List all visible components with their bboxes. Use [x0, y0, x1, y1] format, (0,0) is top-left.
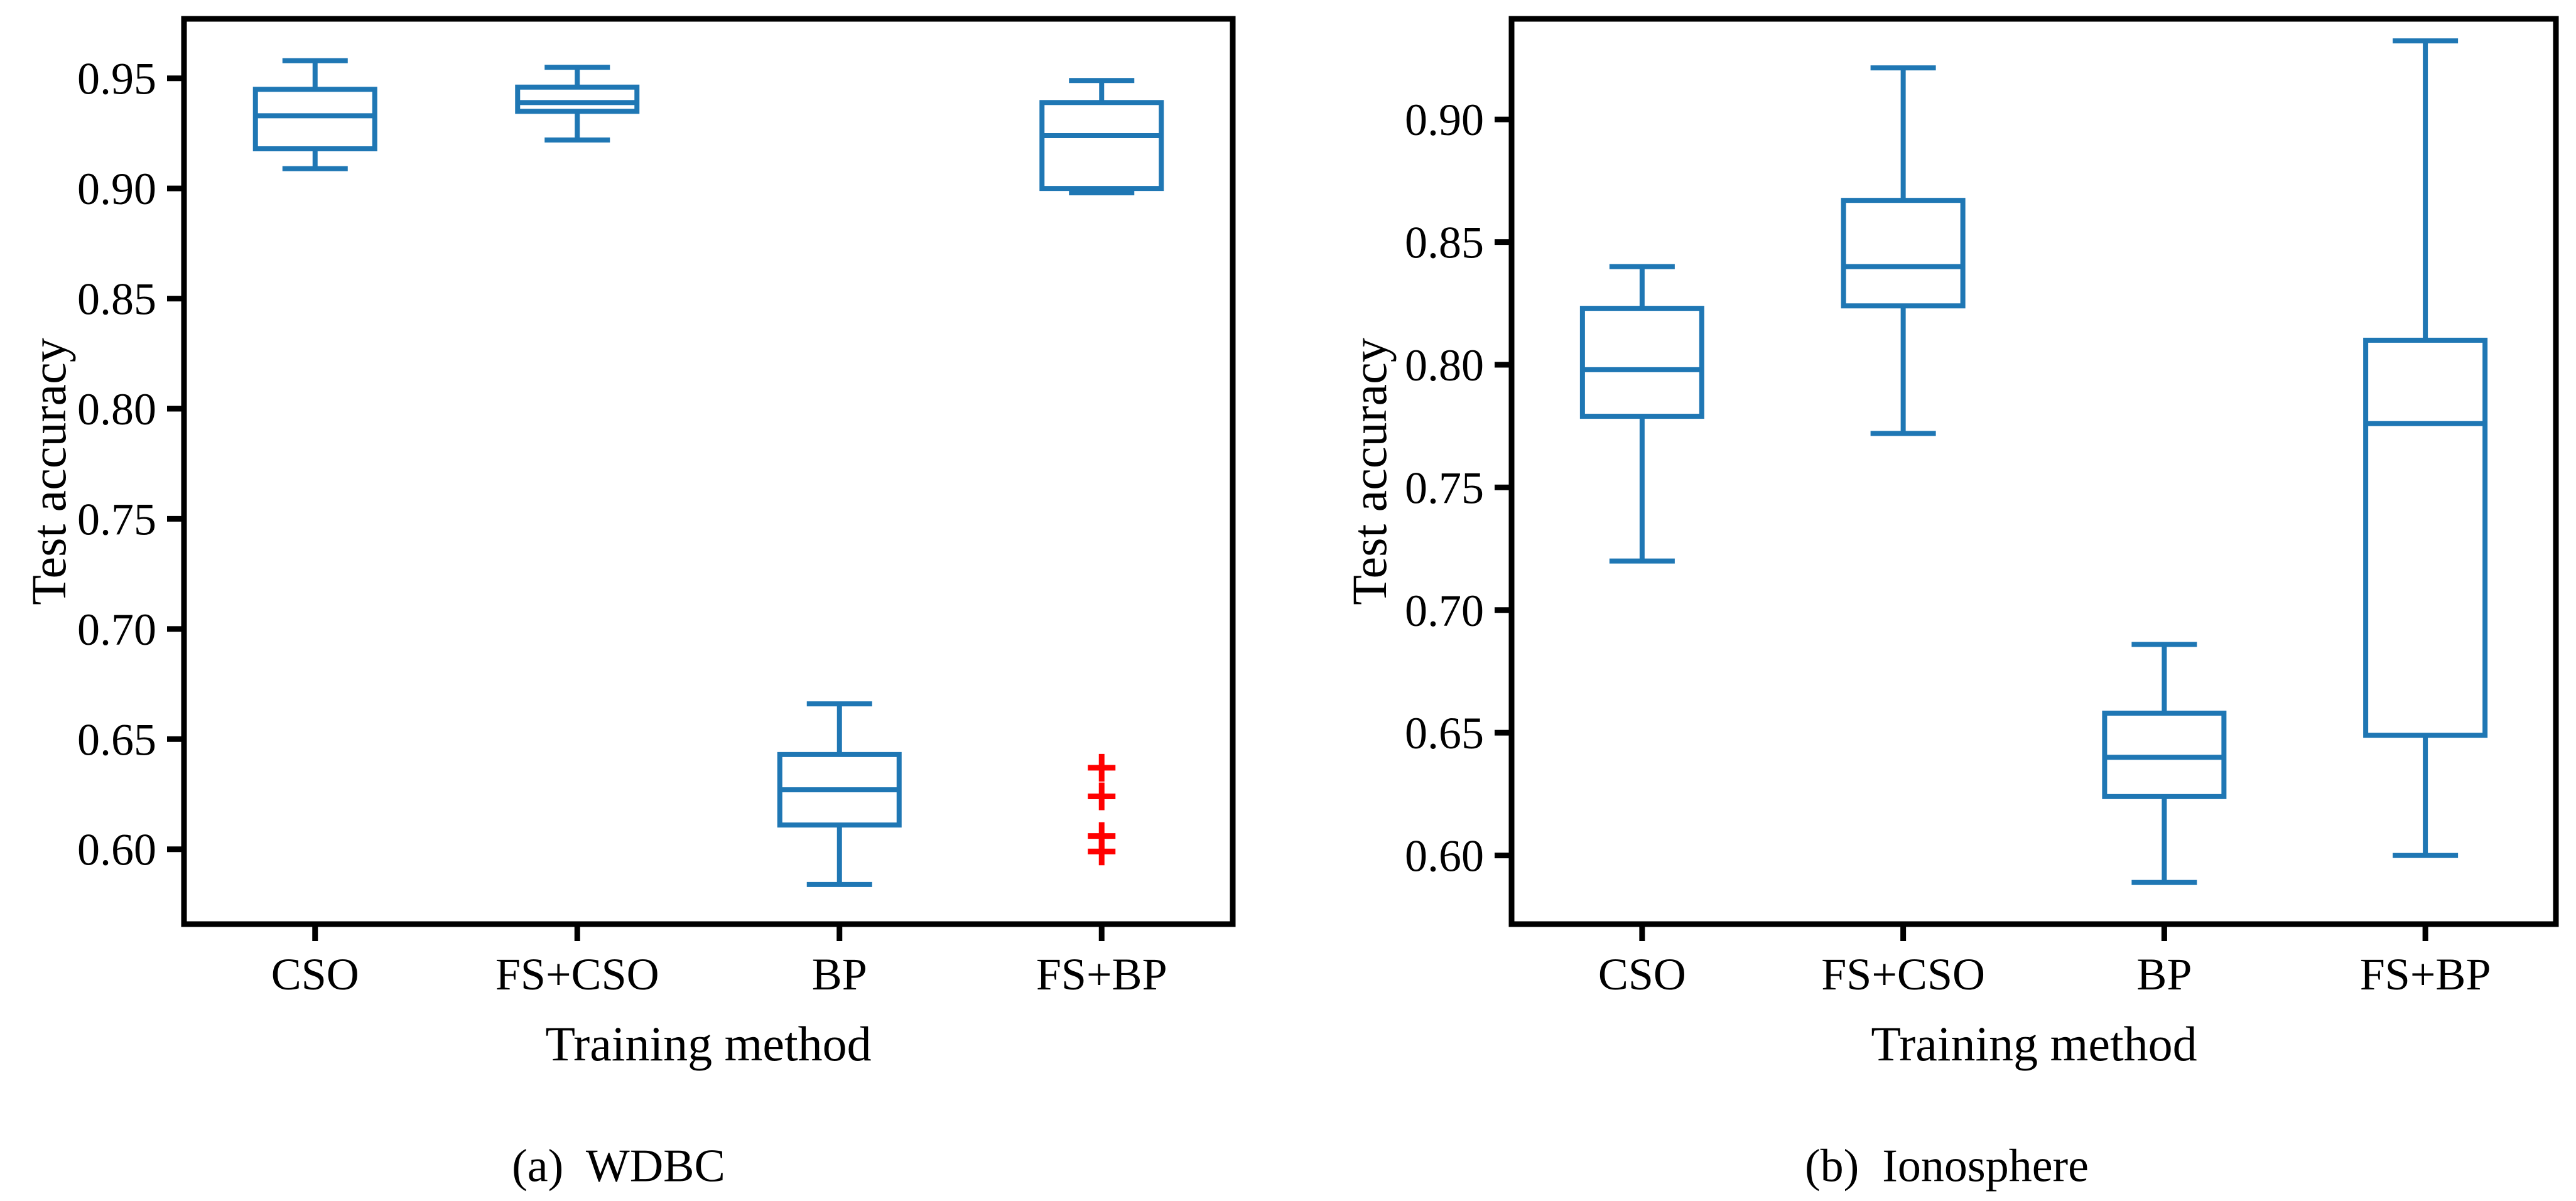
- y-tick-label: 0.65: [1405, 708, 1484, 758]
- ionosphere-boxplot-canvas: 0.60 0.65 0.70 0.75 0.80 0.85 0.90 CSO FS+CSO BP F…: [1405, 16, 2559, 999]
- box-FS+BP: [2363, 38, 2488, 858]
- box-BP: [777, 701, 902, 887]
- y-tick-label: 0.90: [77, 164, 156, 214]
- subplot-wdbc: 0.60 0.65 0.70 0.75 0.80 0.85 0.90 0.95 CSO FS+CS…: [21, 16, 1236, 1192]
- x-axis-label: Training method: [1871, 1016, 2197, 1071]
- iqr-box: [1841, 198, 1966, 309]
- y-tick-label: 0.85: [1405, 218, 1484, 268]
- y-tick-label: 0.95: [77, 54, 156, 104]
- y-tick-label: 0.75: [1405, 463, 1484, 513]
- x-tick-label: FS+BP: [2360, 949, 2491, 999]
- iqr-box: [2363, 337, 2488, 738]
- plot-frame: [1508, 16, 2559, 927]
- x-tick-label: FS+BP: [1036, 949, 1167, 999]
- x-tick-label: BP: [2136, 949, 2192, 999]
- x-tick-label: BP: [812, 949, 867, 999]
- x-tick-label: CSO: [271, 949, 359, 999]
- subplot-caption: (a) WDBC: [512, 1140, 725, 1192]
- y-tick-label: 0.70: [77, 605, 156, 655]
- x-tick-label: FS+CSO: [1821, 949, 1985, 999]
- box-FS+CSO: [1841, 65, 1966, 436]
- subplot-caption: (b) Ionosphere: [1804, 1140, 2089, 1192]
- y-tick-label: 0.75: [77, 494, 156, 544]
- y-tick-label: 0.65: [77, 714, 156, 765]
- iqr-box: [252, 87, 377, 152]
- box-CSO: [1579, 264, 1704, 564]
- box-FS+CSO: [515, 65, 640, 143]
- x-tick-label: CSO: [1598, 949, 1686, 999]
- y-tick-label: 0.85: [77, 274, 156, 325]
- x-axis-label: Training method: [545, 1016, 872, 1071]
- iqr-box: [515, 84, 640, 114]
- y-tick-label: 0.80: [1405, 340, 1484, 390]
- plot-frame: [181, 16, 1236, 927]
- y-tick-label: 0.70: [1405, 586, 1484, 636]
- iqr-box: [1579, 306, 1704, 419]
- y-axis-label: Test accuracy: [1342, 338, 1397, 605]
- box-CSO: [252, 58, 377, 171]
- iqr-box: [1039, 100, 1164, 191]
- subplot-ionosphere: 0.60 0.65 0.70 0.75 0.80 0.85 0.90 CSO FS+CSO BP F…: [1288, 0, 2576, 1201]
- wdbc-boxplot-canvas: 0.60 0.65 0.70 0.75 0.80 0.85 0.90 0.95 CSO FS+CS…: [77, 16, 1236, 999]
- x-tick-label: FS+CSO: [495, 949, 659, 999]
- y-tick-label: 0.60: [77, 825, 156, 875]
- y-tick-label: 0.60: [1405, 831, 1484, 881]
- y-tick-label: 0.90: [1405, 95, 1484, 145]
- box-FS+BP: [1039, 78, 1164, 866]
- box-BP: [2102, 642, 2227, 885]
- y-tick-label: 0.80: [77, 384, 156, 434]
- y-axis-label: Test accuracy: [21, 338, 76, 605]
